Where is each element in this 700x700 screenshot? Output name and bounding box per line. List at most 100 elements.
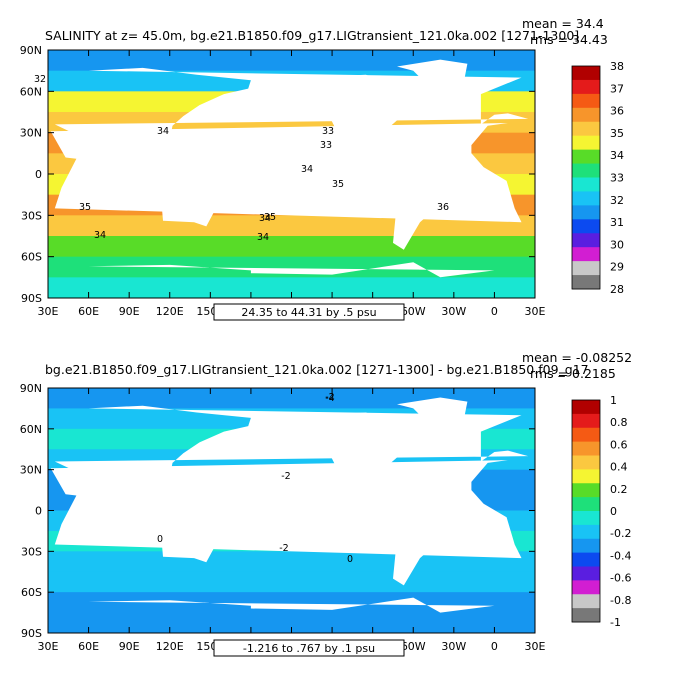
colorbar-label: 31 xyxy=(610,216,624,229)
y-tick-label: 30N xyxy=(20,464,42,477)
colorbar-swatch xyxy=(572,538,600,554)
y-tick-label: 60N xyxy=(20,423,42,436)
contour-label: 33 xyxy=(320,140,332,151)
colorbar-swatch xyxy=(572,121,600,137)
land-samerica xyxy=(384,160,448,250)
contour-label: 0 xyxy=(347,554,353,565)
colorbar-swatch xyxy=(572,511,600,526)
x-tick-label: 30E xyxy=(525,305,546,318)
colorbar-swatch xyxy=(572,93,600,109)
y-tick-label: 30S xyxy=(21,209,42,222)
colorbar-swatch xyxy=(572,413,600,429)
mean-stat: mean = 34.4 xyxy=(522,16,604,31)
x-tick-label: 90E xyxy=(119,640,140,653)
contour-label: 35 xyxy=(264,212,276,223)
colorbar-label: 34 xyxy=(610,149,624,162)
colorbar-swatch xyxy=(572,205,600,220)
colorbar-swatch xyxy=(572,261,600,276)
panel-1: SALINITY at z= 45.0m, bg.e21.B1850.f09_g… xyxy=(20,16,624,321)
colorbar-swatch xyxy=(572,233,600,248)
land-antarctica xyxy=(88,262,495,298)
colorbar-swatch xyxy=(572,441,600,456)
contour-label: 0 xyxy=(157,534,163,545)
contour-label: -2 xyxy=(281,471,290,482)
x-tick-label: 60E xyxy=(78,640,99,653)
land-samerica xyxy=(384,496,448,586)
colorbar-label: -0.4 xyxy=(610,549,631,562)
colorbar-swatch xyxy=(572,135,600,151)
contour-label: 33 xyxy=(322,126,334,137)
x-tick-label: 90E xyxy=(119,305,140,318)
colorbar-swatch xyxy=(572,427,600,443)
land-greenland xyxy=(397,59,468,92)
colorbar-swatch xyxy=(572,552,600,567)
contour-label: 35 xyxy=(79,202,91,213)
colorbar-swatch xyxy=(572,608,600,623)
colorbar-label: 33 xyxy=(610,172,624,185)
land-australia xyxy=(161,189,215,227)
colorbar-swatch xyxy=(572,497,600,512)
colorbar-swatch xyxy=(572,149,600,165)
colorbar-swatch xyxy=(572,400,600,415)
colorbar-label: 30 xyxy=(610,238,624,251)
colorbar-swatch xyxy=(572,524,600,540)
contour-note: -1.216 to .767 by .1 psu xyxy=(243,642,375,655)
contour-label: 34 xyxy=(301,164,313,175)
colorbar: 38 37 36 35 34 33 32 31 30 29 28 xyxy=(571,60,624,296)
panel-2: bg.e21.B1850.f09_g17.LIGtransient_121.0k… xyxy=(20,350,632,657)
contour-note-box xyxy=(213,303,405,321)
rms-stat: rms = 0.2185 xyxy=(530,366,616,381)
colorbar-swatch xyxy=(572,566,600,581)
contour-label: -2 xyxy=(325,392,334,403)
land-eurasia xyxy=(54,67,529,161)
contour-label: 34 xyxy=(94,230,106,241)
ocean-band xyxy=(48,236,535,258)
y-tick-label: 90N xyxy=(20,44,42,57)
y-tick-label: 0 xyxy=(35,505,42,518)
x-tick-label: 120E xyxy=(156,640,184,653)
x-tick-label: 0 xyxy=(491,305,498,318)
colorbar-swatch xyxy=(572,455,600,470)
contour-note-box xyxy=(213,639,405,657)
contour-label: 34 xyxy=(157,126,169,137)
y-tick-label: 30S xyxy=(21,545,42,558)
colorbar-swatch xyxy=(572,483,600,498)
x-tick-label: 30W xyxy=(441,305,466,318)
colorbar-label: 35 xyxy=(610,127,624,140)
colorbar-label: -1 xyxy=(610,616,621,629)
colorbar-label: 0.8 xyxy=(610,416,628,429)
contour-note: 24.35 to 44.31 by .5 psu xyxy=(241,306,376,319)
colorbar-swatch xyxy=(572,247,600,262)
colorbar-label: 0.4 xyxy=(610,461,628,474)
colorbar-label: 36 xyxy=(610,105,624,118)
chart-title: bg.e21.B1850.f09_g17.LIGtransient_121.0k… xyxy=(45,362,589,377)
contour-label: 34 xyxy=(257,232,269,243)
colorbar-swatch xyxy=(572,191,600,206)
chart-title: SALINITY at z= 45.0m, bg.e21.B1850.f09_g… xyxy=(45,28,579,43)
colorbar-label: 38 xyxy=(610,60,624,73)
colorbar-label: 28 xyxy=(610,283,624,296)
x-tick-label: 30W xyxy=(441,640,466,653)
colorbar-label: 37 xyxy=(610,82,624,95)
land-australia xyxy=(161,525,215,563)
ocean-band xyxy=(48,571,535,594)
y-tick-label: 90S xyxy=(21,292,42,305)
land-eurasia xyxy=(54,405,529,497)
contour-label: -4 xyxy=(325,393,334,404)
ocean-field xyxy=(48,388,535,633)
x-tick-label: 60W xyxy=(401,305,426,318)
land-india xyxy=(99,477,127,500)
ocean-band xyxy=(48,592,535,614)
contour-label: 32 xyxy=(34,74,46,85)
colorbar-swatch xyxy=(572,594,600,609)
colorbar: 1 0.8 0.6 0.4 0.2 0 -0.2 -0.4 -0.6 -0.8 -1 xyxy=(571,394,631,629)
y-tick-label: 60S xyxy=(21,251,42,264)
colorbar-frame xyxy=(571,65,601,290)
contour-label: 35 xyxy=(332,179,344,190)
colorbar-label: -0.2 xyxy=(610,527,631,540)
colorbar-swatch xyxy=(572,275,600,290)
colorbar-label: 1 xyxy=(610,394,617,407)
y-tick-label: 90N xyxy=(20,382,42,395)
y-tick-label: 60N xyxy=(20,85,42,98)
ocean-field xyxy=(48,50,535,298)
